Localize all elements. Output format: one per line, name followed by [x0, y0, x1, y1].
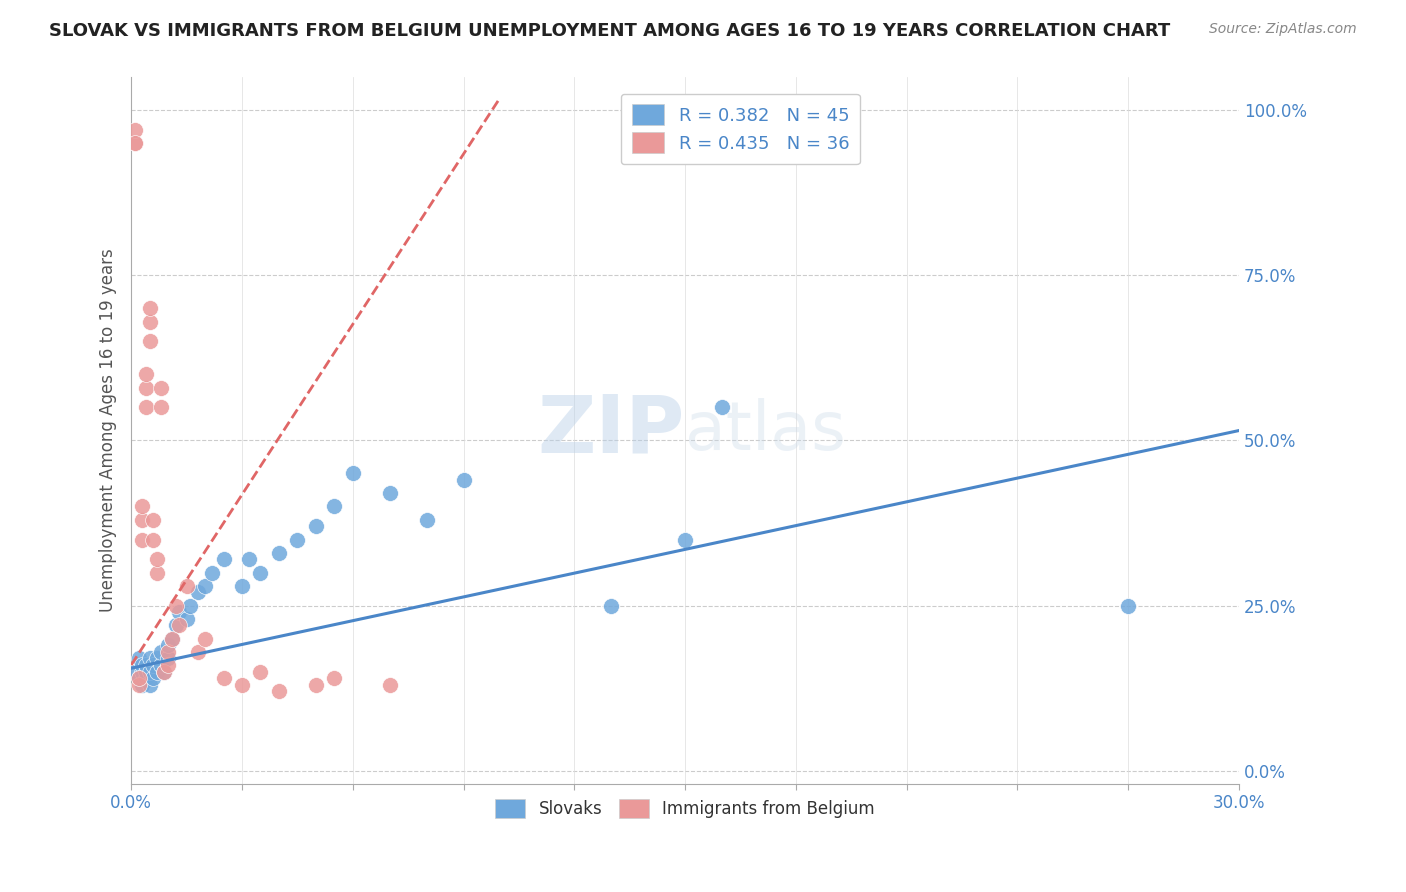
Point — [138, 301, 160, 316]
Point — [167, 605, 190, 619]
Point — [179, 599, 201, 613]
Point — [149, 657, 172, 672]
Point — [323, 500, 346, 514]
Point — [673, 533, 696, 547]
Point — [128, 678, 150, 692]
Point — [267, 546, 290, 560]
Point — [153, 665, 176, 679]
Point — [135, 665, 157, 679]
Point — [135, 368, 157, 382]
Point — [128, 651, 150, 665]
Point — [201, 566, 224, 580]
Point — [165, 618, 187, 632]
Point — [267, 684, 290, 698]
Point — [187, 645, 209, 659]
Point — [165, 599, 187, 613]
Point — [131, 513, 153, 527]
Point — [231, 678, 253, 692]
Point — [1116, 599, 1139, 613]
Point — [212, 671, 235, 685]
Point — [231, 579, 253, 593]
Point — [287, 533, 309, 547]
Point — [135, 657, 157, 672]
Point — [131, 533, 153, 547]
Point — [142, 513, 165, 527]
Point — [238, 552, 260, 566]
Point — [378, 678, 401, 692]
Point — [138, 678, 160, 692]
Point — [212, 552, 235, 566]
Text: SLOVAK VS IMMIGRANTS FROM BELGIUM UNEMPLOYMENT AMONG AGES 16 TO 19 YEARS CORRELA: SLOVAK VS IMMIGRANTS FROM BELGIUM UNEMPL… — [49, 22, 1170, 40]
Point — [131, 665, 153, 679]
Point — [135, 671, 157, 685]
Point — [153, 665, 176, 679]
Point — [138, 315, 160, 329]
Point — [131, 678, 153, 692]
Point — [600, 599, 623, 613]
Point — [160, 632, 183, 646]
Point — [323, 671, 346, 685]
Point — [149, 645, 172, 659]
Point — [415, 513, 437, 527]
Point — [194, 579, 217, 593]
Point — [135, 401, 157, 415]
Point — [176, 579, 198, 593]
Text: ZIP: ZIP — [537, 392, 685, 469]
Point — [146, 651, 169, 665]
Point — [157, 651, 180, 665]
Text: Source: ZipAtlas.com: Source: ZipAtlas.com — [1209, 22, 1357, 37]
Point — [176, 612, 198, 626]
Point — [453, 473, 475, 487]
Point — [187, 585, 209, 599]
Text: atlas: atlas — [685, 398, 846, 464]
Point — [378, 486, 401, 500]
Point — [305, 519, 328, 533]
Point — [135, 381, 157, 395]
Point — [342, 467, 364, 481]
Point — [138, 665, 160, 679]
Point — [124, 123, 146, 137]
Point — [146, 665, 169, 679]
Point — [157, 645, 180, 659]
Point — [710, 401, 733, 415]
Point — [194, 632, 217, 646]
Point — [128, 671, 150, 685]
Point — [124, 136, 146, 151]
Legend: Slovaks, Immigrants from Belgium: Slovaks, Immigrants from Belgium — [488, 792, 882, 825]
Point — [157, 638, 180, 652]
Point — [167, 618, 190, 632]
Point — [142, 533, 165, 547]
Point — [124, 665, 146, 679]
Point — [138, 651, 160, 665]
Y-axis label: Unemployment Among Ages 16 to 19 years: Unemployment Among Ages 16 to 19 years — [100, 249, 117, 613]
Point — [149, 401, 172, 415]
Point — [146, 552, 169, 566]
Point — [305, 678, 328, 692]
Point — [142, 671, 165, 685]
Point — [149, 381, 172, 395]
Point — [160, 632, 183, 646]
Point — [157, 657, 180, 672]
Point — [249, 566, 271, 580]
Point — [131, 657, 153, 672]
Point — [138, 334, 160, 349]
Point — [146, 566, 169, 580]
Point — [249, 665, 271, 679]
Point — [131, 500, 153, 514]
Point — [142, 657, 165, 672]
Point — [128, 671, 150, 685]
Point — [124, 136, 146, 151]
